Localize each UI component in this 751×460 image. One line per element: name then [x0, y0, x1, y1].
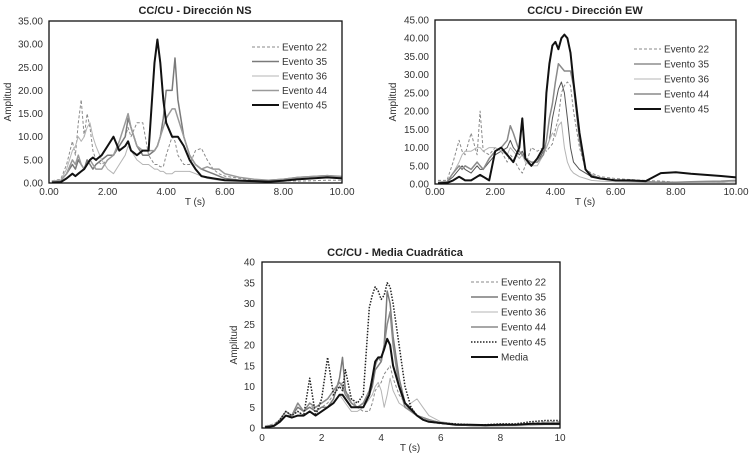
- chart-ns-ytick-label: 30.00: [18, 40, 43, 51]
- chart-media-series-line: [264, 365, 560, 427]
- chart-media: CC/CU - Media Cuadrática T (s) Amplitud …: [229, 247, 566, 454]
- chart-ew-legend-label: Evento 44: [664, 90, 709, 101]
- chart-media-xtick-label: 4: [378, 433, 384, 444]
- chart-ns-xtick-label: 10.00: [329, 187, 354, 198]
- chart-ns: CC/CU - Dirección NS T (s) Amplitud 0.00…: [3, 5, 355, 208]
- chart-ew-xtick-label: 2.00: [485, 187, 505, 198]
- chart-ns-legend-label: Evento 45: [282, 101, 327, 112]
- chart-media-ytick-label: 15: [244, 361, 256, 372]
- chart-media-xtick-label: 0: [259, 433, 265, 444]
- chart-media-series-line: [264, 377, 560, 427]
- chart-ns-ytick-label: 0.00: [24, 179, 44, 190]
- chart-ew-series-line: [437, 33, 737, 185]
- chart-ew-plot-area: [434, 19, 737, 185]
- chart-media-xlabel: T (s): [400, 443, 420, 454]
- chart-ew-legend-label: Evento 22: [664, 45, 709, 56]
- chart-ns-xlabel: T (s): [185, 197, 205, 208]
- chart-media-ytick-label: 35: [244, 278, 256, 289]
- chart-ew-legend-label: Evento 45: [664, 105, 709, 116]
- chart-ns-plot-area: [48, 20, 343, 184]
- chart-ns-ytick-label: 20.00: [18, 86, 43, 97]
- chart-media-series: [264, 282, 561, 429]
- chart-ns-legend-label: Evento 36: [282, 72, 327, 83]
- chart-ns-xticks: 0.00 2.00 4.00 6.00 8.00 10.00: [39, 187, 355, 198]
- chart-media-ytick-label: 10: [244, 382, 256, 393]
- chart-media-title: CC/CU - Media Cuadrática: [327, 247, 464, 259]
- chart-ns-legend-label: Evento 35: [282, 57, 327, 68]
- chart-ns-xtick-label: 4.00: [156, 187, 176, 198]
- chart-ns-ylabel: Amplitud: [3, 83, 14, 122]
- chart-ns-ytick-label: 5.00: [24, 155, 44, 166]
- chart-ns-title: CC/CU - Dirección NS: [138, 5, 251, 17]
- chart-ns-xtick-label: 8.00: [274, 187, 294, 198]
- chart-ew-series-line: [438, 81, 737, 183]
- chart-ew-legend: Evento 22 Evento 35 Evento 36 Evento 44 Even…: [634, 45, 709, 116]
- chart-media-xtick-label: 10: [554, 433, 566, 444]
- chart-media-legend-label: Media: [501, 353, 529, 364]
- chart-ew-xtick-label: 8.00: [666, 187, 686, 198]
- chart-media-xtick-label: 2: [319, 433, 325, 444]
- chart-media-ylabel: Amplitud: [229, 326, 240, 365]
- chart-media-ytick-label: 30: [244, 299, 256, 310]
- chart-ew-title: CC/CU - Dirección EW: [527, 5, 643, 17]
- chart-ew-ytick-label: 20.00: [404, 107, 429, 118]
- chart-ew-ytick-label: 40.00: [404, 34, 429, 45]
- chart-media-ytick-label: 0: [249, 424, 255, 435]
- chart-ew-xtick-label: 6.00: [606, 187, 626, 198]
- chart-ew-ytick-label: 25.00: [404, 88, 429, 99]
- chart-ew-ytick-label: 35.00: [404, 52, 429, 63]
- chart-ns-series: [51, 38, 343, 184]
- chart-ew-xlabel: T (s): [575, 197, 595, 208]
- chart-ns-ytick-label: 10.00: [18, 132, 43, 143]
- chart-ns-series-line: [51, 99, 342, 182]
- chart-ew: CC/CU - Dirección EW T (s) Amplitud 0.00…: [388, 5, 749, 208]
- chart-ew-ytick-label: 30.00: [404, 70, 429, 81]
- chart-ew-yticks: 0.00 5.00 10.00 15.00 20.00 25.00 30.00 35.00 40…: [404, 16, 429, 191]
- chart-ew-series-line: [437, 121, 737, 183]
- chart-ns-ytick-label: 25.00: [18, 63, 43, 74]
- chart-ew-ytick-label: 45.00: [404, 16, 429, 27]
- chart-ew-xtick-label: 10.00: [723, 187, 748, 198]
- chart-ew-xtick-label: 4.00: [546, 187, 566, 198]
- chart-ns-ytick-label: 35.00: [18, 17, 43, 28]
- chart-media-ytick-label: 20: [244, 341, 256, 352]
- chart-media-xtick-label: 6: [438, 433, 444, 444]
- chart-ew-ytick-label: 5.00: [410, 161, 430, 172]
- chart-media-series-line: [264, 337, 560, 429]
- chart-media-ytick-label: 25: [244, 320, 256, 331]
- chart-ew-ytick-label: 10.00: [404, 143, 429, 154]
- chart-ns-yticks: 0.00 5.00 10.00 15.00 20.00 25.00 30.00 35.00: [18, 17, 43, 190]
- chart-ns-xtick-label: 6.00: [215, 187, 235, 198]
- chart-ew-series: [437, 33, 737, 185]
- chart-ew-xtick-label: 0.00: [425, 187, 445, 198]
- chart-media-legend: Evento 22 Evento 35 Evento 36 Evento 44 Even…: [471, 278, 546, 364]
- chart-media-legend-label: Evento 45: [501, 338, 546, 349]
- chart-media-xtick-label: 8: [498, 433, 504, 444]
- chart-media-ytick-label: 40: [244, 258, 256, 269]
- chart-ew-legend-label: Evento 35: [664, 60, 709, 71]
- chart-media-yticks: 0 5 10 15 20 25 30 35 40: [244, 258, 256, 435]
- chart-ns-ytick-label: 15.00: [18, 109, 43, 120]
- chart-ns-legend-label: Evento 44: [282, 86, 327, 97]
- chart-ew-legend-label: Evento 36: [664, 75, 709, 86]
- chart-media-legend-label: Evento 22: [501, 278, 546, 289]
- chart-ew-ytick-label: 15.00: [404, 125, 429, 136]
- chart-media-legend-label: Evento 44: [501, 323, 546, 334]
- chart-media-plot-area: [261, 261, 561, 429]
- chart-media-legend-label: Evento 36: [501, 308, 546, 319]
- chart-ew-ylabel: Amplitud: [388, 83, 399, 122]
- chart-media-xticks: 0 2 4 6 8 10: [259, 433, 566, 444]
- chart-media-legend-label: Evento 35: [501, 293, 546, 304]
- chart-ns-series-line: [51, 38, 343, 184]
- chart-ns-xtick-label: 0.00: [39, 187, 59, 198]
- chart-ns-legend-label: Evento 22: [282, 43, 327, 54]
- chart-media-ytick-label: 5: [249, 403, 255, 414]
- chart-ns-legend: Evento 22 Evento 35 Evento 36 Evento 44 Even…: [252, 43, 327, 112]
- chart-ew-xticks: 0.00 2.00 4.00 6.00 8.00 10.00: [425, 187, 749, 198]
- chart-ns-xtick-label: 2.00: [98, 187, 118, 198]
- chart-ew-ytick-label: 0.00: [410, 180, 430, 191]
